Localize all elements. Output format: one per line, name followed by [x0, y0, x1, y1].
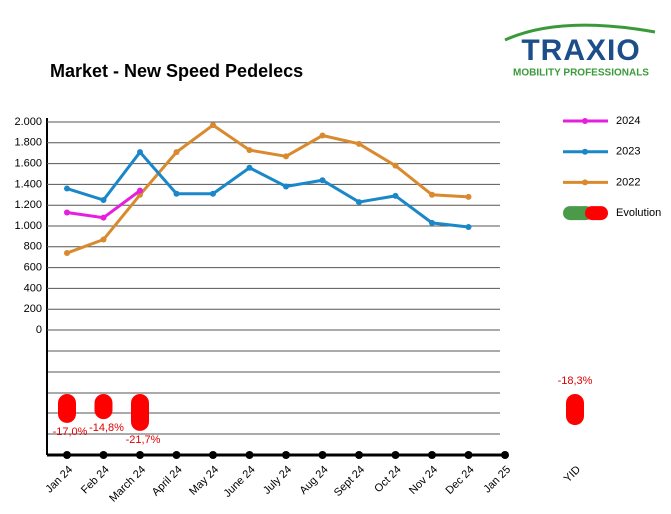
evolution-bar: [566, 394, 584, 426]
x-tick-label: Dec 24: [444, 464, 477, 497]
x-tick: [464, 451, 473, 459]
data-point: [319, 132, 326, 139]
x-tick-label: YID: [562, 464, 583, 485]
legend-swatch: [585, 206, 608, 221]
data-point: [283, 183, 289, 190]
x-tick-label: Aug 24: [298, 464, 331, 497]
y-tick-label: 400: [24, 282, 42, 294]
legend-swatch: [582, 148, 588, 155]
data-point: [210, 122, 216, 129]
legend-label: Evolution: [616, 207, 661, 219]
y-tick-label: 1.800: [14, 137, 42, 149]
data-point: [64, 250, 70, 257]
x-tick: [355, 451, 363, 459]
lower-grid: [47, 350, 500, 435]
data-point: [246, 164, 253, 171]
data-point: [319, 177, 326, 184]
x-tick: [209, 451, 217, 459]
x-tick: [99, 451, 108, 459]
data-point: [429, 191, 435, 198]
x-tick: [501, 451, 509, 459]
evolution-bar: [131, 394, 149, 431]
y-tick-label: 800: [24, 241, 42, 253]
legend-label: 2022: [616, 176, 640, 188]
data-point: [173, 149, 180, 156]
legend-swatch: [563, 206, 593, 221]
y-tick-label: 1.200: [14, 199, 42, 211]
data-point: [137, 187, 143, 194]
x-tick-label: April 24: [150, 464, 185, 499]
x-tick-label: March 24: [107, 464, 148, 505]
x-tick-label: Jan 25: [481, 464, 513, 496]
y-tick-label: 0: [36, 324, 42, 336]
data-point: [429, 219, 435, 226]
logo-swoosh: [504, 23, 656, 42]
evolution-label: -14,8%: [89, 422, 124, 434]
x-tick: [282, 451, 290, 459]
x-tick-label: Oct 24: [372, 464, 403, 495]
data-point: [64, 209, 70, 216]
evolution-label: -21,7%: [126, 434, 161, 446]
evolution-bar: [58, 394, 76, 423]
y-tick-label: 200: [24, 303, 42, 315]
data-point: [173, 190, 180, 197]
y-tick-label: 1.600: [14, 158, 42, 170]
data-point: [392, 192, 399, 199]
data-point: [210, 190, 216, 197]
data-point: [356, 199, 362, 206]
x-tick-label: May 24: [187, 464, 221, 498]
x-tick: [63, 451, 71, 459]
data-point: [465, 193, 472, 200]
x-tick: [172, 451, 181, 459]
legend-swatch: [582, 179, 588, 186]
legend-swatch: [582, 118, 588, 124]
x-tick: [391, 451, 400, 459]
x-tick-label: Feb 24: [79, 464, 112, 497]
x-tick: [136, 451, 144, 459]
evolution-label: -17,0%: [53, 426, 88, 438]
series-line: [66, 123, 469, 255]
x-tick: [428, 451, 436, 459]
x-tick-label: Sept 24: [332, 464, 367, 499]
y-tick-label: 1.400: [14, 178, 42, 190]
x-tick: [318, 451, 327, 459]
legend-label: 2024: [616, 115, 640, 127]
data-point: [64, 185, 70, 192]
data-point: [137, 149, 143, 156]
data-point: [100, 197, 107, 203]
data-point: [246, 147, 253, 154]
x-tick-label: Nov 24: [407, 464, 440, 497]
legend-label: 2023: [616, 146, 640, 158]
x-tick: [245, 451, 254, 459]
x-tick-label: June 24: [222, 464, 258, 500]
logo-subtitle: MOBILITY PROFESSIONALS: [513, 68, 649, 79]
evolution-bar: [94, 394, 113, 420]
data-point: [100, 214, 107, 221]
evolution-label: -18,3%: [558, 375, 593, 387]
series-line: [66, 189, 141, 220]
series-line: [66, 149, 469, 229]
y-tick-label: 600: [24, 262, 42, 274]
y-tick-label: 1.000: [14, 220, 42, 232]
chart-title: Market - New Speed Pedelecs: [50, 61, 303, 81]
data-point: [100, 236, 107, 243]
data-point: [356, 140, 362, 147]
data-point: [392, 162, 399, 169]
x-tick-label: Jan 24: [43, 464, 75, 496]
data-point: [283, 153, 289, 160]
y-tick-label: 2.000: [14, 116, 42, 128]
x-tick-label: July 24: [261, 464, 294, 497]
logo-text: TRAXIO: [521, 34, 640, 67]
data-point: [465, 224, 472, 231]
